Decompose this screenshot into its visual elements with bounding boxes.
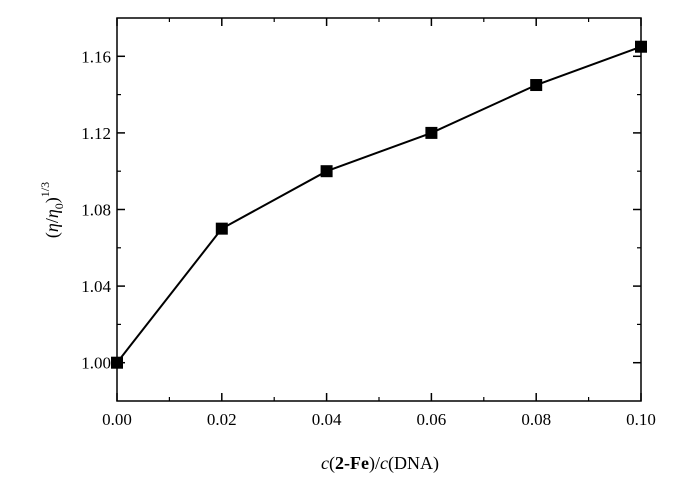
x-axis-label: c(2-Fe)/c(DNA) xyxy=(321,453,439,474)
y-tick-label: 1.16 xyxy=(81,47,111,66)
x-tick-label: 0.00 xyxy=(102,410,132,429)
data-point-marker xyxy=(635,40,647,53)
data-point-marker xyxy=(320,165,333,178)
y-axis-label: (η/η0)1/3 xyxy=(38,182,66,238)
y-tick-label: 1.04 xyxy=(81,277,111,296)
data-point-marker xyxy=(425,126,438,139)
x-tick-label: 0.08 xyxy=(521,410,551,429)
y-tick-label: 1.12 xyxy=(81,124,111,143)
series-markers xyxy=(111,40,647,369)
x-tick-label: 0.04 xyxy=(312,410,342,429)
x-tick-label: 0.02 xyxy=(207,410,237,429)
data-point-marker xyxy=(530,79,543,92)
y-tick-label: 1.08 xyxy=(81,201,111,220)
data-point-marker xyxy=(111,356,123,369)
x-tick-label: 0.10 xyxy=(626,410,656,429)
series-line xyxy=(116,45,642,364)
x-axis-ticks: 0.00 0.02 0.04 0.06 0.08 0.10 xyxy=(102,18,656,429)
y-axis-ticks: 1.00 1.04 1.08 1.12 1.16 xyxy=(81,47,641,373)
y-tick-label: 1.00 xyxy=(81,354,111,373)
x-tick-label: 0.06 xyxy=(417,410,447,429)
data-point-marker xyxy=(215,222,228,235)
